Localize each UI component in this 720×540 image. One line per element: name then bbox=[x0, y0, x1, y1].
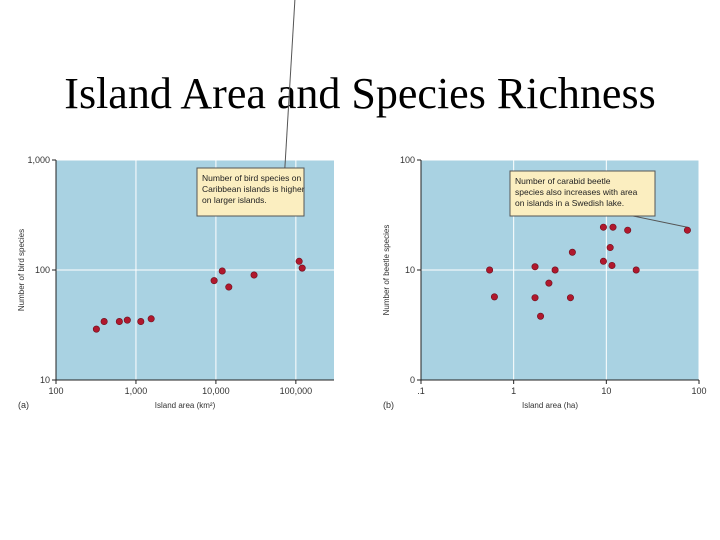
data-point bbox=[115, 318, 123, 326]
y-tick-label: 10 bbox=[40, 375, 50, 385]
data-point bbox=[599, 223, 607, 231]
data-point bbox=[123, 316, 131, 324]
annotation-text: Number of carabid beetle bbox=[515, 176, 611, 186]
x-tick-label: 1 bbox=[511, 386, 516, 396]
x-tick-label: 100,000 bbox=[280, 386, 313, 396]
data-point bbox=[683, 226, 691, 234]
data-point bbox=[568, 248, 576, 256]
x-tick-label: 10,000 bbox=[202, 386, 230, 396]
x-tick-label: 100 bbox=[48, 386, 63, 396]
data-point bbox=[531, 263, 539, 271]
panel-label: (b) bbox=[383, 400, 394, 410]
data-point bbox=[632, 266, 640, 274]
y-tick-label: 100 bbox=[35, 265, 50, 275]
x-axis-label: Island area (km²) bbox=[155, 401, 216, 410]
annotation-text: Number of bird species on bbox=[202, 173, 301, 183]
data-point bbox=[295, 257, 303, 265]
y-tick-label: 10 bbox=[405, 265, 415, 275]
y-tick-label: 100 bbox=[400, 155, 415, 165]
y-axis-label: Number of beetle species bbox=[382, 225, 391, 316]
annotation-text: species also increases with area bbox=[515, 187, 638, 197]
annotation-text: on islands in a Swedish lake. bbox=[515, 198, 624, 208]
data-point bbox=[545, 279, 553, 287]
page-title: Island Area and Species Richness bbox=[64, 69, 656, 118]
data-point bbox=[298, 264, 306, 272]
x-tick-label: .1 bbox=[417, 386, 425, 396]
data-point bbox=[486, 266, 494, 274]
x-tick-label: 100 bbox=[691, 386, 706, 396]
beetle-species-chart: .1 1 10 100 0 10 100 Island area (ha) Number of … bbox=[382, 155, 707, 410]
annotation-pointer bbox=[632, 215, 688, 228]
annotation-box bbox=[196, 167, 305, 217]
data-point bbox=[210, 277, 218, 285]
panel-label: (a) bbox=[18, 400, 29, 410]
data-point bbox=[551, 266, 559, 274]
data-point bbox=[92, 325, 100, 333]
x-tick-label: 10 bbox=[601, 386, 611, 396]
annotation-box bbox=[509, 170, 656, 217]
data-point bbox=[218, 267, 226, 275]
data-point bbox=[609, 223, 617, 231]
data-point bbox=[225, 283, 233, 291]
x-tick-label: 1,000 bbox=[125, 386, 148, 396]
data-point bbox=[490, 293, 498, 301]
data-point bbox=[100, 318, 108, 326]
annotation-text: on larger islands. bbox=[202, 195, 267, 205]
data-point bbox=[137, 318, 145, 326]
data-point bbox=[147, 315, 155, 323]
data-point bbox=[624, 226, 632, 234]
y-tick-label: 0 bbox=[410, 375, 415, 385]
data-point bbox=[599, 257, 607, 265]
data-point bbox=[566, 294, 574, 302]
annotation-text: Caribbean islands is higher bbox=[202, 184, 305, 194]
y-axis-label: Number of bird species bbox=[17, 229, 26, 311]
data-point bbox=[608, 261, 616, 269]
x-axis-label: Island area (ha) bbox=[522, 401, 578, 410]
y-tick-label: 1,000 bbox=[27, 155, 50, 165]
data-point bbox=[250, 271, 258, 279]
data-point bbox=[606, 244, 614, 252]
data-point bbox=[537, 312, 545, 320]
data-point bbox=[531, 294, 539, 302]
